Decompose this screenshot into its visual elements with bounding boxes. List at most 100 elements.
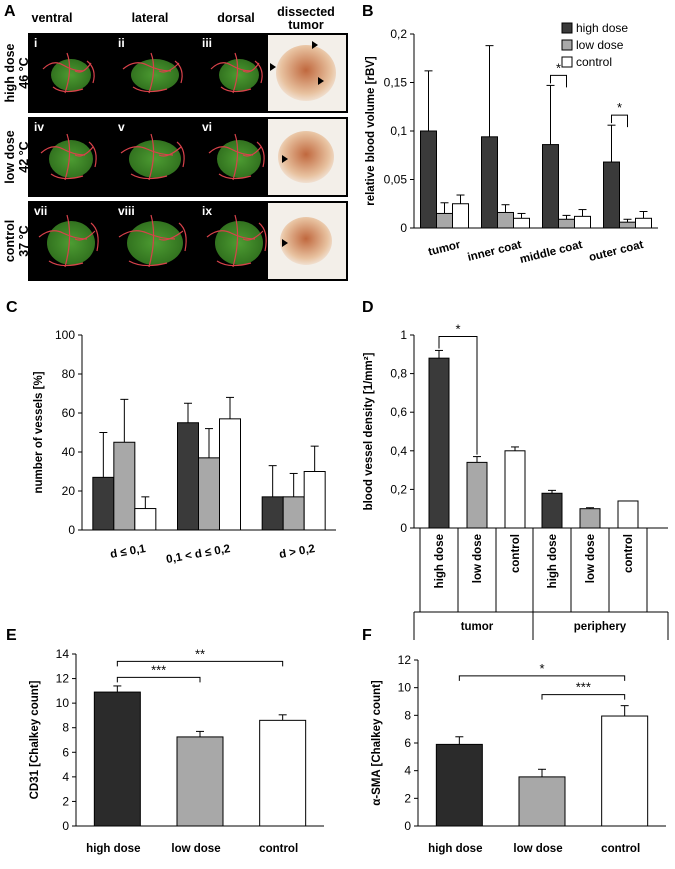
x-tick-label: low dose [513, 843, 562, 855]
x-tick-group: d ≤ 0,1 [109, 543, 147, 561]
y-tick-label: 10 [56, 696, 70, 710]
legend-swatch [561, 56, 573, 68]
y-tick-label: 0,4 [390, 444, 407, 458]
significance-marker: * [556, 60, 561, 75]
x-tick-label: 0,1 < d ≤ 0,2 [165, 543, 231, 566]
panel-c-chart: 0 20 40 60 80 100 number of vessels [%] Cd ≤ 0,… [6, 299, 336, 566]
bar [518, 776, 566, 827]
y-tick-label: 0 [68, 523, 75, 537]
bar [176, 736, 224, 827]
view-numeral: v [118, 120, 125, 134]
bar [504, 450, 526, 529]
y-tick-label: 20 [62, 484, 76, 498]
y-tick-label: 40 [62, 445, 76, 459]
view-numeral: vii [34, 204, 47, 218]
y-axis-label-group: number of vessels [%] [33, 371, 45, 493]
significance-marker: ** [195, 646, 205, 661]
vessel-network [210, 52, 263, 94]
vessel-network [40, 133, 97, 181]
vessel-path [90, 222, 99, 252]
tumor-volume [49, 140, 93, 178]
y-tick-label: 0,2 [390, 482, 407, 496]
vessel-network [122, 52, 183, 94]
vessel-path [130, 173, 168, 180]
bar-2 [303, 471, 326, 531]
vessel-path [128, 260, 168, 267]
y-tick-label: 0,15 [384, 76, 408, 90]
y-tick-label: 10 [398, 681, 412, 695]
y-tick-label: 8 [404, 708, 411, 722]
view-numeral: iii [202, 36, 212, 50]
x-tick-group: high dose [547, 534, 559, 588]
vessel-path [120, 146, 174, 156]
row-label: low dose [3, 130, 17, 184]
x-tick-label: control [510, 534, 522, 573]
view-numeral: ix [202, 204, 212, 218]
bar [579, 508, 601, 529]
x-tick-group: middle coat [519, 239, 584, 266]
vessel-path [208, 146, 254, 156]
x-tick-group: high dose [434, 534, 446, 588]
significance-marker: * [455, 321, 460, 336]
x-tick-group: control [623, 534, 635, 573]
vessel-path [64, 133, 71, 181]
vessel-path [148, 214, 155, 268]
x-tick-group: tumor [427, 239, 462, 259]
panel-d-chart: 0 0,2 0,4 0,6 0,8 1 blood vessel density [1/mm… [362, 299, 669, 640]
vessel-path [242, 146, 262, 157]
vessel-path [210, 62, 252, 72]
tumor-volume [217, 140, 261, 178]
view-numeral: ii [118, 36, 125, 50]
y-tick-label: 0,05 [384, 173, 408, 187]
tumor-volume [127, 221, 183, 265]
significance-marker: *** [576, 680, 591, 695]
x-tick-label: middle coat [519, 239, 584, 266]
significance-marker: * [539, 661, 544, 676]
y-tick-label: 6 [62, 745, 69, 759]
arrowhead-marker [270, 63, 276, 71]
y-tick-label: 80 [62, 367, 76, 381]
y-tick-label: 8 [62, 721, 69, 735]
panel-label: B [362, 3, 374, 20]
view-numeral: viii [118, 204, 135, 218]
column-header: dorsal [217, 11, 255, 25]
row-label-group: low dose 42 °C [3, 130, 31, 184]
y-tick-label: 0 [400, 521, 407, 535]
legend-label: low dose [576, 38, 624, 52]
vessel-path [256, 141, 265, 168]
y-tick-label: 0 [62, 819, 69, 833]
vessel-path [232, 133, 239, 181]
x-tick-label: inner coat [466, 239, 522, 264]
vessel-path [176, 141, 185, 168]
bar-1 [113, 441, 136, 531]
y-tick-label: 14 [56, 647, 70, 661]
significance-bracket [458, 675, 626, 681]
vessel-path [232, 52, 239, 94]
bar-0 [92, 476, 115, 531]
bar-1 [497, 211, 514, 229]
vessel-path [74, 230, 96, 241]
y-axis-label: number of vessels [%] [33, 371, 45, 493]
tumor-volume [51, 59, 91, 91]
vessel-path [52, 86, 84, 93]
tumor-volume [215, 221, 263, 265]
column-header: lateral [132, 11, 169, 25]
vessel-path [158, 230, 184, 241]
arrowhead-marker [282, 155, 288, 163]
bar [428, 357, 450, 529]
view-numeral: vi [202, 120, 212, 134]
x-tick-label: low dose [472, 534, 484, 583]
y-tick-label: 2 [404, 791, 411, 805]
x-tick-group: 0,1 < d ≤ 0,2 [165, 543, 231, 566]
y-tick-label: 1 [400, 328, 407, 342]
vessel-network [118, 214, 187, 268]
bar-1 [558, 218, 575, 229]
bar-2 [574, 215, 591, 229]
y-axis-label-group: blood vessel density [1/mm²] [363, 352, 375, 510]
vessel-network [38, 214, 99, 268]
significance-bracket [550, 74, 567, 88]
x-tick-label: low dose [171, 843, 220, 855]
x-tick-group: outer coat [588, 239, 645, 264]
tumor-volume [131, 59, 179, 91]
